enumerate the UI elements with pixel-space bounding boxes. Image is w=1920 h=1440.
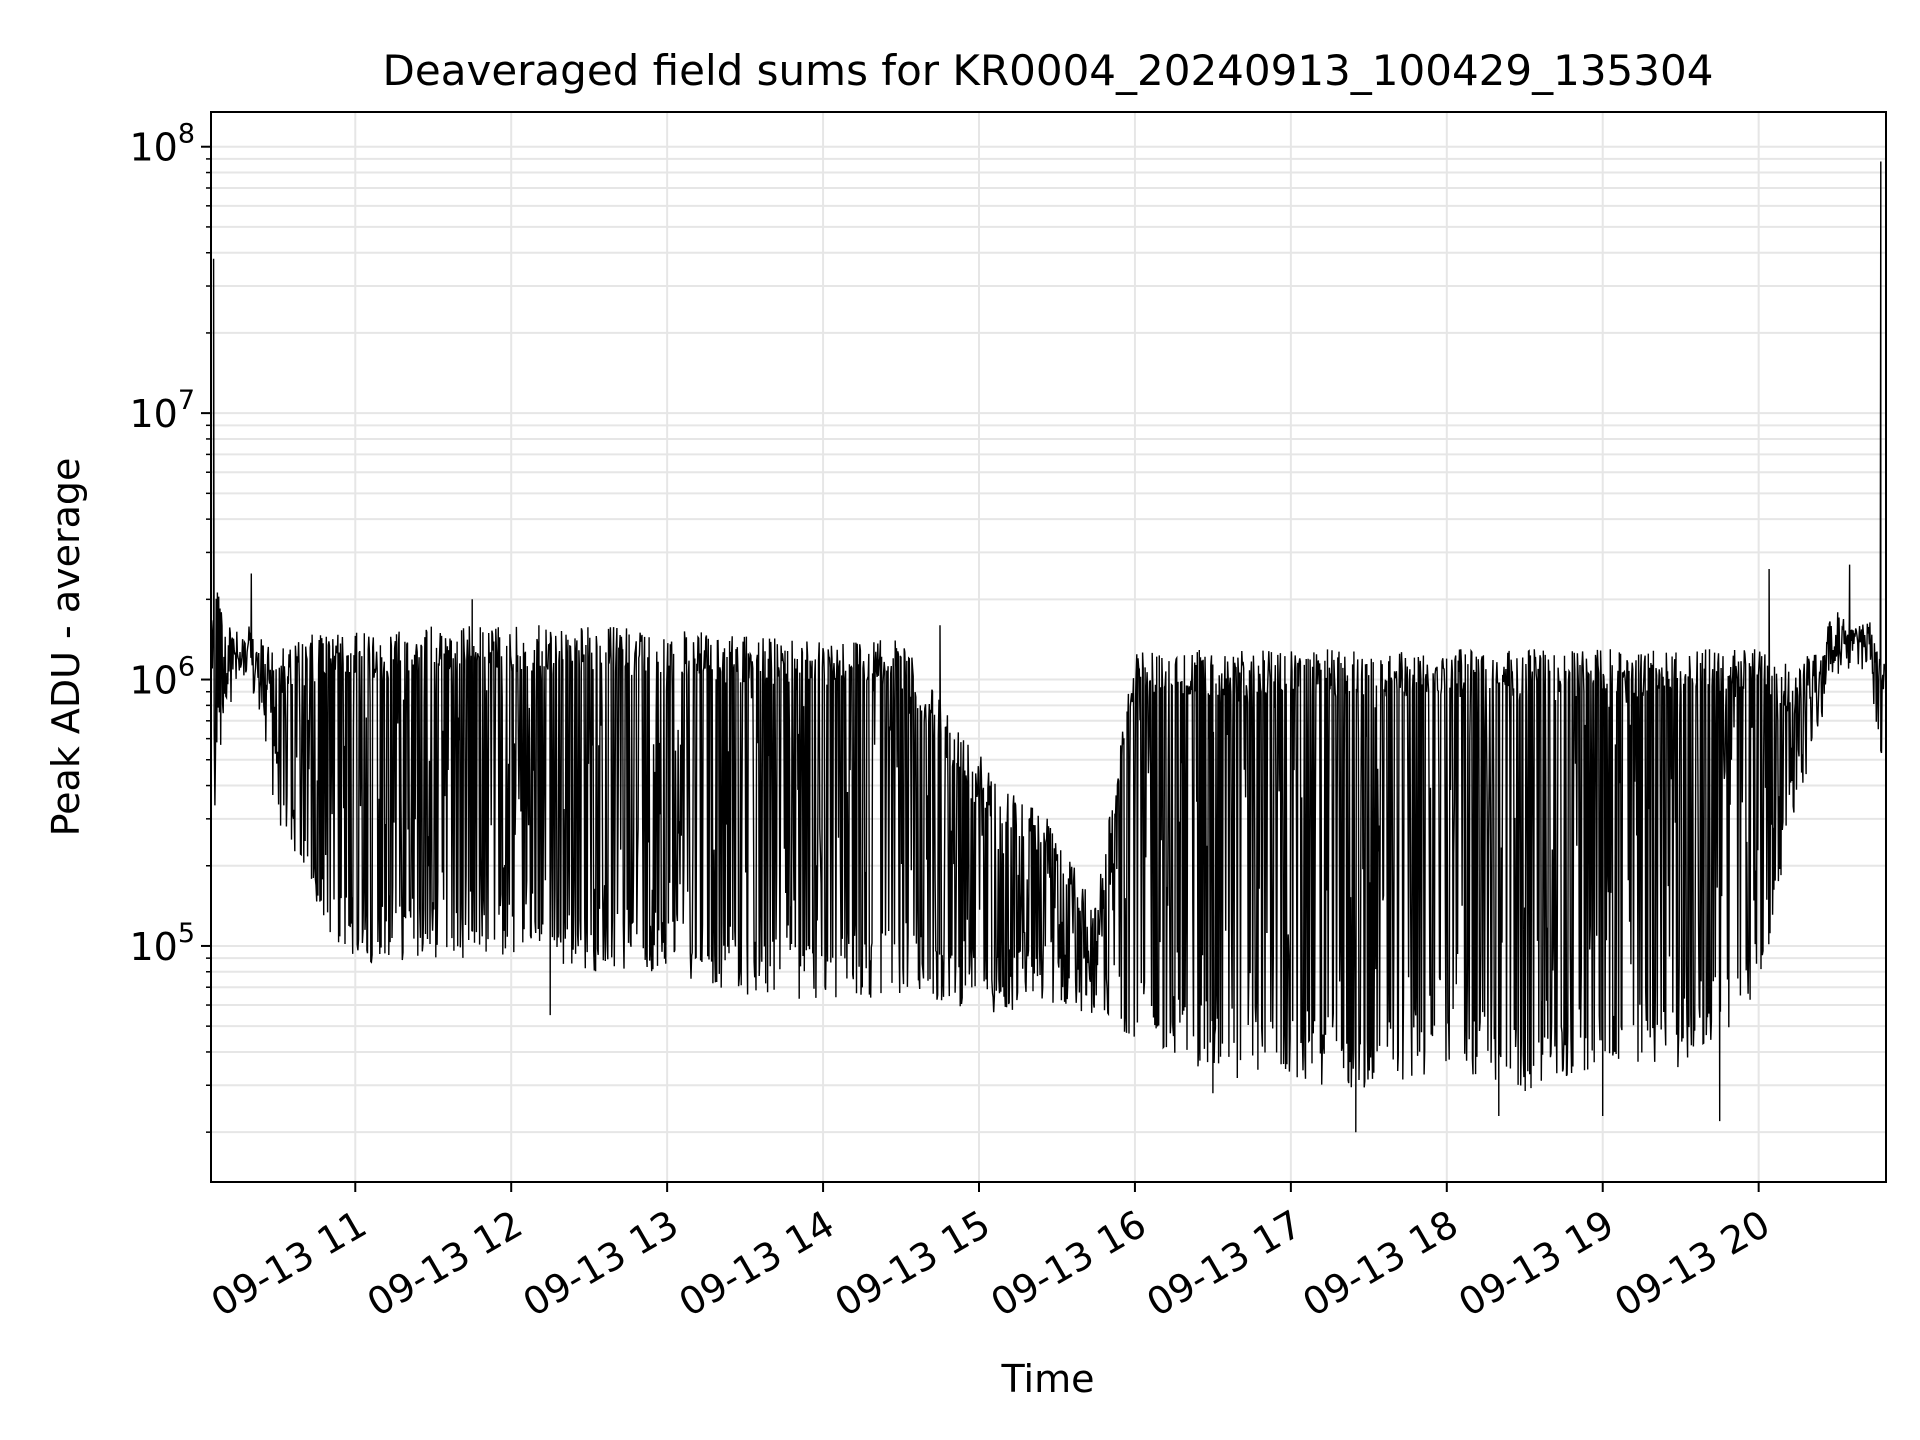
y-tick-label: 105 [129,918,195,969]
data-line [210,161,1887,1133]
y-tick-label: 108 [129,119,195,170]
y-tick-label: 106 [129,652,195,703]
y-tick-label: 107 [129,385,195,436]
x-axis-label: Time [1001,1357,1095,1401]
series-line [210,161,1887,1133]
chart-title: Deaveraged field sums for KR0004_2024091… [383,46,1714,95]
y-axis: 105 106 107 108 [129,119,211,1133]
plot-frame [210,111,1887,1183]
y-axis-label: Peak ADU - average [44,458,88,837]
